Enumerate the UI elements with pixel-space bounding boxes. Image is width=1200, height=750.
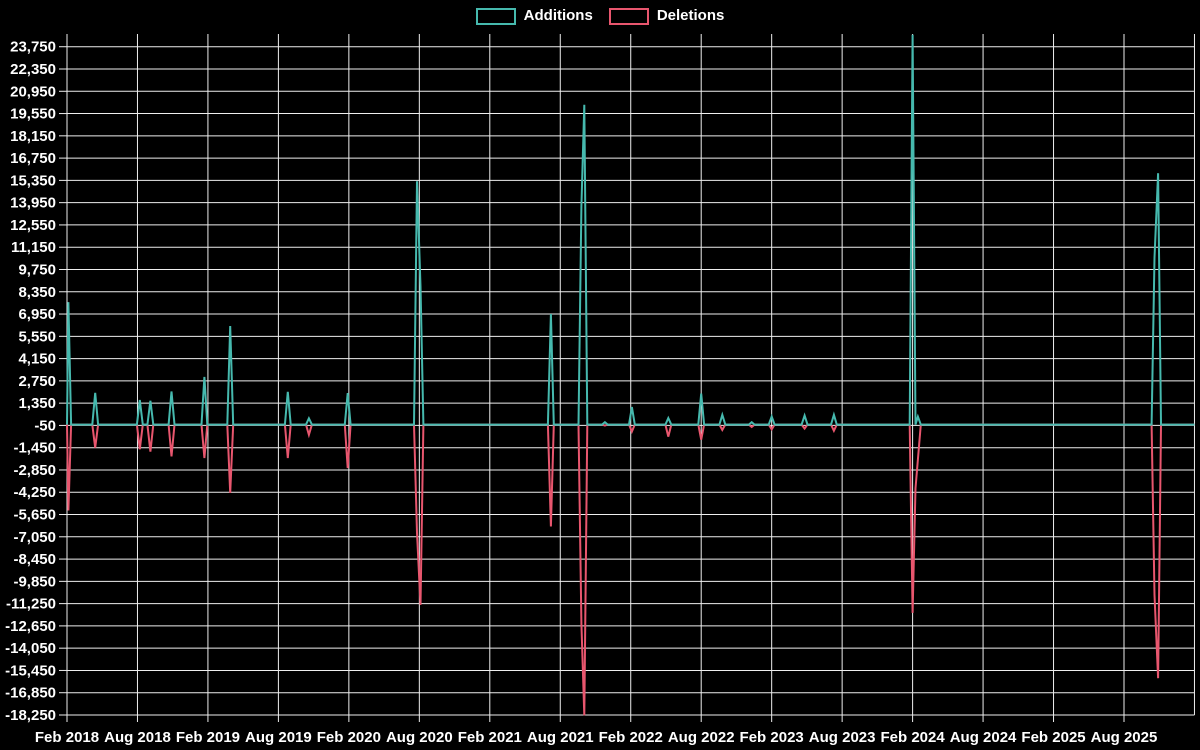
y-tick-label: 16,750 [10,150,56,167]
x-tick-label: Feb 2018 [35,729,99,746]
y-tick-label: -14,050 [5,640,56,657]
x-tick-label: Feb 2024 [880,729,945,746]
y-tick-label: 22,350 [10,61,56,78]
y-tick-label: 6,950 [18,306,56,323]
vertical-gridlines [66,34,1195,715]
additions-swatch-icon [475,7,516,25]
x-tick-label: Feb 2020 [317,729,381,746]
x-tick-label: Feb 2025 [1021,729,1085,746]
chart-legend: Additions Deletions [0,7,1200,25]
deletions-swatch-icon [608,7,649,25]
legend-label-additions: Additions [523,7,593,24]
x-tick-label: Aug 2025 [1091,729,1158,746]
x-tick-label: Feb 2019 [176,729,240,746]
y-tick-label: 2,750 [18,373,56,390]
y-tick-label: 1,350 [18,395,56,412]
y-tick-label: 19,550 [10,106,56,123]
x-tick-label: Aug 2019 [245,729,312,746]
additions-line [66,34,1195,426]
y-tick-label: 15,350 [10,172,56,189]
y-tick-label: -4,250 [13,484,56,501]
additions-polyline [66,34,1195,426]
y-tick-label: -5,650 [13,507,56,524]
y-tick-label: 12,550 [10,217,56,234]
y-tick-label: -9,850 [13,573,56,590]
y-tick-label: -12,650 [5,618,56,635]
y-tick-label: 13,950 [10,195,56,212]
x-tick-label: Feb 2023 [740,729,804,746]
y-tick-label: -50 [34,417,56,434]
x-tick-label: Aug 2018 [104,729,171,746]
y-tick-label: 5,550 [18,328,56,345]
legend-item-additions[interactable]: Additions [475,7,593,25]
x-tick-label: Aug 2021 [527,729,594,746]
deletions-polyline [66,423,1195,716]
y-tick-label: -11,250 [6,596,56,613]
y-axis-ticks [59,46,67,716]
x-axis-ticks [66,715,1125,722]
y-tick-label: -8,450 [13,551,56,568]
y-tick-label: 9,750 [18,261,56,278]
y-tick-label: -16,850 [5,685,56,702]
x-tick-label: Aug 2022 [668,729,735,746]
deletions-line [66,423,1195,716]
x-tick-label: Aug 2020 [386,729,453,746]
y-tick-label: 11,150 [11,239,56,256]
x-tick-label: Aug 2023 [809,729,876,746]
x-axis-labels: Feb 2018 Aug 2018 Feb 2019 Aug 2019 Feb 2020… [35,729,1157,746]
x-tick-label: Aug 2024 [950,729,1017,746]
x-tick-label: Feb 2021 [458,729,522,746]
y-tick-label: 23,750 [10,39,56,56]
y-tick-label: -18,250 [5,707,56,724]
y-tick-label: 8,350 [18,284,56,301]
y-tick-label: -1,450 [13,440,56,457]
x-tick-label: Feb 2022 [599,729,663,746]
y-tick-label: -2,850 [13,462,56,479]
y-axis-labels: 23,750 22,350 20,950 19,550 18,150 16,750 15,3… [5,39,56,724]
y-tick-label: -7,050 [13,529,56,546]
legend-item-deletions[interactable]: Deletions [608,7,725,25]
legend-label-deletions: Deletions [656,7,725,24]
y-tick-label: 4,150 [18,351,56,368]
y-tick-label: -15,450 [5,662,56,679]
y-tick-label: 18,150 [10,128,56,145]
y-tick-label: 20,950 [10,83,56,100]
